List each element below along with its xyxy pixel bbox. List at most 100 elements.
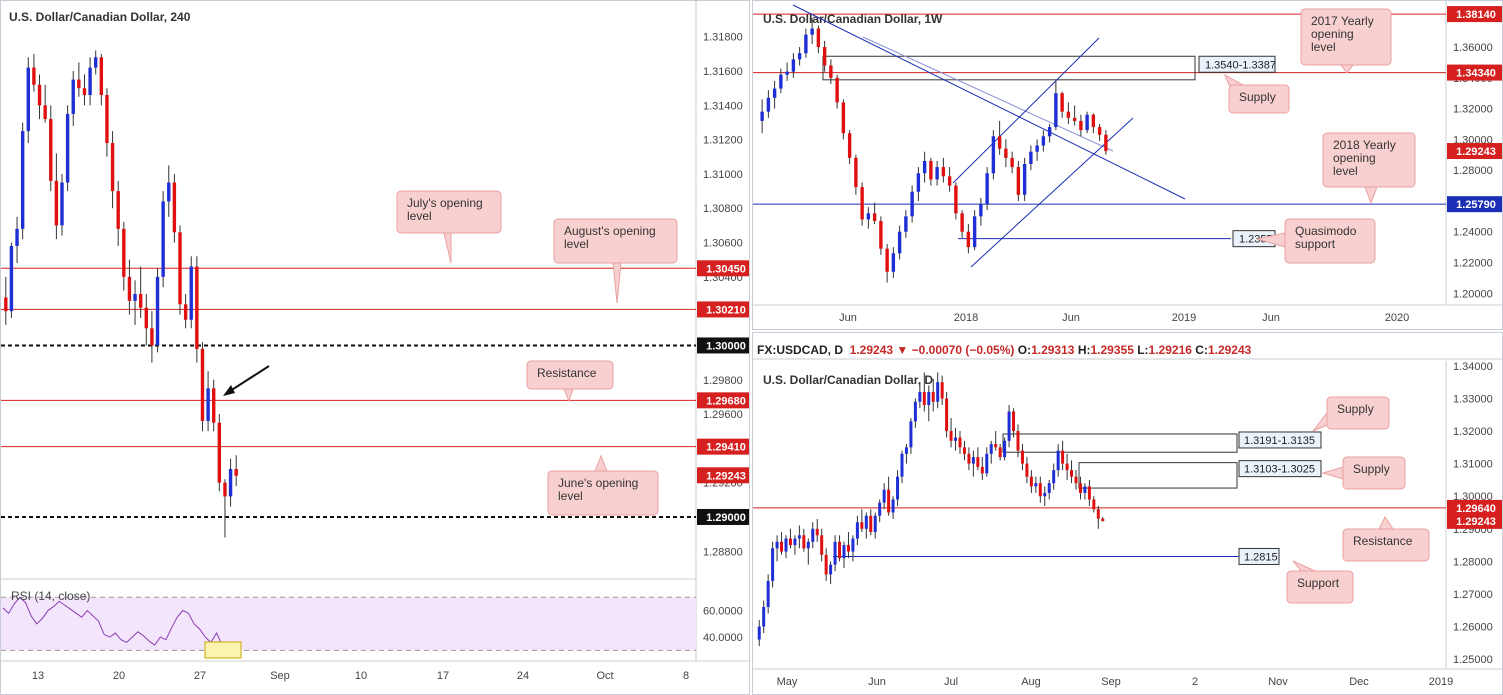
weekly-chart-panel[interactable]: U.S. Dollar/Canadian Dollar, 1W 1.36000 1… — [752, 0, 1503, 330]
daily-candle-body — [793, 538, 797, 546]
daily-candle-body — [940, 382, 944, 399]
h4-chart-panel[interactable]: U.S. Dollar/Canadian Dollar, 240 1.31800… — [0, 0, 750, 695]
h4-price-tag — [697, 508, 749, 525]
callout-2017-yearly[interactable]: 2017 Yearly opening level — [1300, 8, 1392, 74]
daily-supply-zone — [1002, 433, 1238, 453]
callout-quasimodo[interactable]: Quasimodo support — [1256, 218, 1376, 264]
weekly-chart-svg[interactable]: 1.360001.340001.320001.300001.280001.260… — [753, 1, 1503, 330]
weekly-y-tick-label: 1.32000 — [1453, 104, 1493, 116]
daily-x-tick-label: Nov — [1268, 676, 1288, 688]
daily-candle-body — [980, 466, 984, 474]
callout-resistance[interactable]: Resistance — [526, 360, 614, 403]
callout-daily-support[interactable]: Support — [1286, 560, 1354, 604]
daily-candle-body — [891, 499, 895, 513]
h4-candle-body — [99, 57, 104, 96]
callout-daily-support-box — [1286, 570, 1354, 604]
daily-candle-body — [1034, 483, 1038, 487]
h4-candle-body — [206, 388, 210, 421]
callout-daily-supply-2-pointer — [1321, 466, 1344, 480]
callout-weekly-supply-box — [1228, 84, 1290, 114]
weekly-candle-body — [1079, 120, 1083, 131]
daily-chart-panel[interactable]: FX:USDCAD, D 1.29243 ▼ −0.00070 (−0.05%)… — [752, 332, 1503, 695]
daily-candle-body — [1078, 483, 1082, 493]
weekly-channel-upper — [952, 37, 1100, 184]
callout-august-opening[interactable]: August's opening level — [553, 218, 678, 304]
callout-july-opening-pointer — [443, 232, 452, 264]
daily-candle-body — [971, 457, 975, 464]
daily-support-label-box — [1238, 547, 1280, 565]
h4-price-tag — [697, 301, 749, 318]
daily-candle-body — [784, 538, 788, 552]
black-arrow — [226, 365, 270, 394]
callout-quasimodo-pointer — [1256, 232, 1286, 248]
callout-june-opening[interactable]: June's opening level — [547, 454, 659, 516]
h4-candle-body — [200, 348, 205, 421]
h4-x-tick-label: 10 — [355, 670, 367, 682]
daily-candle-body — [780, 541, 784, 552]
h4-candle-body — [161, 201, 165, 277]
daily-y-tick-label: 1.31000 — [1453, 459, 1493, 471]
h4-candle-body — [234, 468, 238, 476]
h4-candle-body — [110, 143, 115, 192]
h4-candle-body — [228, 468, 233, 497]
daily-candle-body — [913, 401, 917, 422]
h4-candle-body — [195, 266, 199, 349]
callout-2018-yearly[interactable]: 2018 Yearly opening level — [1322, 132, 1416, 205]
h4-chart-svg[interactable]: 1.31800 1.31600 1.31400 1.31200 1.31000 1.308… — [1, 1, 750, 695]
weekly-y-tick-label: 1.22000 — [1453, 258, 1493, 270]
close-label: C: — [1195, 343, 1208, 357]
high-value: 1.29355 — [1090, 343, 1134, 357]
h4-candle-body — [217, 422, 222, 483]
weekly-candle-body — [904, 216, 908, 232]
h4-x-tick-label: 24 — [517, 670, 529, 682]
weekly-candle-body — [1091, 114, 1096, 128]
weekly-candle-body — [797, 53, 802, 60]
daily-x-tick-label: Sep — [1101, 676, 1121, 688]
daily-candle-body — [757, 626, 761, 640]
h4-y-tick-label: 1.29600 — [703, 409, 743, 421]
daily-zone-label-box — [1238, 460, 1322, 478]
h4-candle-body — [43, 105, 47, 120]
h4-y-tick-label: 1.31400 — [703, 100, 743, 112]
low-label: L: — [1137, 343, 1149, 357]
daily-y-tick-label: 1.27000 — [1453, 589, 1493, 601]
weekly-candle-body — [879, 220, 883, 249]
weekly-candle-body — [1054, 93, 1058, 128]
weekly-candle-body — [1029, 151, 1033, 165]
callout-daily-support-pointer — [1292, 560, 1316, 572]
callout-daily-supply-1[interactable]: Supply — [1312, 396, 1390, 432]
h4-price-tag-text: 1.30210 — [706, 304, 746, 316]
weekly-candle-body — [1060, 93, 1064, 112]
callout-daily-resistance[interactable]: Resistance — [1342, 516, 1430, 562]
weekly-price-tag — [1447, 6, 1502, 23]
weekly-candle-body — [1047, 127, 1052, 137]
weekly-candle-body — [972, 216, 977, 248]
weekly-candle-body — [791, 59, 796, 72]
callout-july-opening[interactable]: July's opening level — [396, 190, 502, 264]
callout-daily-resistance-text: Resistance — [1353, 534, 1413, 548]
h4-candle-body — [178, 232, 182, 305]
daily-candle-body — [1092, 499, 1096, 510]
daily-zone-label: 1.3191-1.3135 — [1244, 435, 1315, 447]
h4-candle-body — [172, 182, 177, 233]
daily-candle-body — [878, 502, 882, 516]
rsi-highlight — [204, 641, 242, 659]
callout-weekly-supply-pointer — [1224, 73, 1245, 86]
daily-candle-body — [1065, 463, 1069, 471]
daily-candle-body — [869, 515, 873, 533]
daily-y-tick-label: 1.32000 — [1453, 426, 1493, 438]
weekly-candle-body — [1010, 157, 1014, 168]
daily-candle-body — [887, 489, 891, 513]
callout-daily-supply-1-pointer — [1312, 411, 1328, 432]
rsi-tick-label: 60.0000 — [703, 606, 743, 618]
daily-price-tag — [1447, 499, 1502, 516]
daily-chart-svg[interactable]: 1.340001.330001.320001.310001.300001.290… — [753, 333, 1503, 695]
callout-weekly-supply[interactable]: Supply — [1224, 73, 1290, 114]
weekly-candle-body — [829, 65, 833, 78]
daily-chart-title: U.S. Dollar/Canadian Dollar, D — [763, 373, 934, 387]
h4-candle-body — [138, 294, 143, 308]
weekly-zone-label: 1.3540-1.3387 — [1205, 59, 1276, 71]
callout-daily-supply-2[interactable]: Supply — [1321, 456, 1406, 490]
daily-x-tick-label: 2 — [1192, 676, 1198, 688]
weekly-candle-body — [941, 167, 946, 177]
